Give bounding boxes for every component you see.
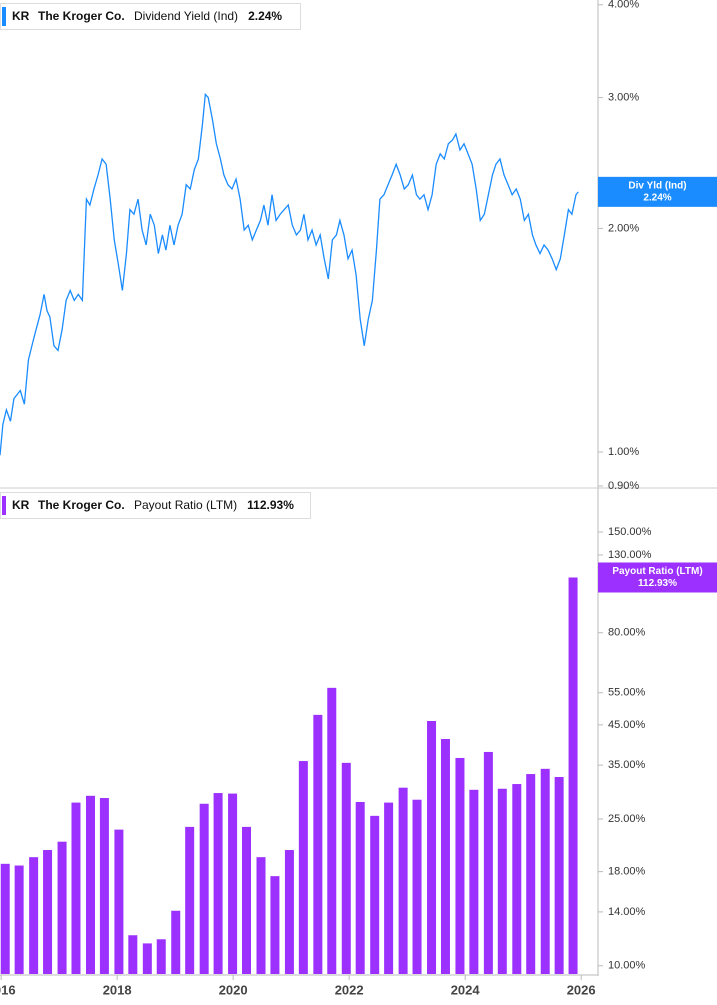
y-tick-label: 45.00% xyxy=(608,719,646,731)
bar xyxy=(554,776,564,974)
legend-box xyxy=(0,492,311,519)
legend-value: 112.93% xyxy=(247,498,294,512)
bar xyxy=(213,793,223,974)
bar xyxy=(427,721,437,974)
y-tick-label: 25.00% xyxy=(608,813,646,825)
bar xyxy=(14,865,24,974)
bar xyxy=(370,815,380,974)
ticker: KR xyxy=(12,498,30,512)
bar xyxy=(327,687,337,974)
bar xyxy=(99,798,109,974)
bar xyxy=(270,876,280,974)
y-tick-label: 2.00% xyxy=(608,222,639,234)
bar xyxy=(228,793,238,974)
bar xyxy=(85,795,95,974)
bar xyxy=(455,757,465,974)
last-value-badge: Payout Ratio (LTM)112.93% xyxy=(598,562,717,593)
bar xyxy=(171,910,181,974)
x-tick-label: 2018 xyxy=(103,982,132,997)
y-tick-label: 1.00% xyxy=(608,446,639,458)
bar xyxy=(199,803,209,974)
bar xyxy=(384,802,394,974)
x-tick-label: 2024 xyxy=(451,982,481,997)
y-tick-label: 3.00% xyxy=(608,92,639,104)
last-value-badge: Div Yld (Ind)2.24% xyxy=(598,176,717,207)
legend-entry: Dividend Yield (Ind) xyxy=(134,9,238,23)
bar xyxy=(398,787,408,974)
legend: KR The Kroger Co. Payout Ratio (LTM) 112.93… xyxy=(0,492,311,519)
bar xyxy=(298,761,308,974)
x-tick-label: 2026 xyxy=(567,982,596,997)
legend-swatch xyxy=(2,496,6,515)
bar xyxy=(142,943,152,974)
bar xyxy=(156,939,166,974)
bar xyxy=(313,714,323,974)
bar xyxy=(128,935,138,974)
legend-box xyxy=(0,3,301,30)
bar xyxy=(242,826,252,974)
y-tick-label: 4.00% xyxy=(608,0,639,11)
bar xyxy=(440,739,450,974)
legend-entry: Payout Ratio (LTM) xyxy=(134,498,237,512)
bar xyxy=(483,751,493,974)
bar xyxy=(29,857,39,974)
company: The Kroger Co. xyxy=(38,498,125,512)
y-tick-label: 0.90% xyxy=(608,480,639,492)
y-tick-label: 10.00% xyxy=(608,960,646,972)
company: The Kroger Co. xyxy=(38,9,125,23)
bar xyxy=(540,768,550,974)
x-tick-label: 2016 xyxy=(0,982,16,997)
y-tick-label: 35.00% xyxy=(608,759,646,771)
bar xyxy=(526,774,536,974)
bar xyxy=(512,784,522,974)
yield-line xyxy=(0,92,579,456)
bar xyxy=(185,826,195,974)
bar xyxy=(284,850,294,974)
badge-value: 112.93% xyxy=(638,578,677,589)
bar xyxy=(256,857,266,974)
ticker: KR xyxy=(12,9,30,23)
x-tick-label: 2022 xyxy=(335,982,364,997)
bar xyxy=(341,762,351,974)
bar xyxy=(568,577,578,974)
badge-box xyxy=(598,176,717,207)
y-tick-label: 80.00% xyxy=(608,627,646,639)
y-tick-label: 150.00% xyxy=(608,526,652,538)
bar xyxy=(497,788,507,974)
bar xyxy=(469,789,479,974)
bar xyxy=(43,850,53,974)
y-tick-label: 55.00% xyxy=(608,687,646,699)
bar xyxy=(412,799,422,974)
bar xyxy=(114,829,124,974)
badge-label: Div Yld (Ind) xyxy=(628,180,686,191)
legend: KR The Kroger Co. Dividend Yield (Ind) 2.24… xyxy=(0,3,301,30)
x-tick-label: 2020 xyxy=(219,982,248,997)
bar xyxy=(57,841,67,974)
badge-label: Payout Ratio (LTM) xyxy=(612,566,702,577)
legend-value: 2.24% xyxy=(248,9,282,23)
bar xyxy=(0,863,10,974)
y-tick-label: 14.00% xyxy=(608,906,646,918)
badge-box xyxy=(598,562,717,593)
y-tick-label: 18.00% xyxy=(608,866,646,878)
y-tick-label: 130.00% xyxy=(608,549,652,561)
legend-swatch xyxy=(2,7,6,26)
bar xyxy=(355,802,365,974)
bar xyxy=(71,802,81,974)
badge-value: 2.24% xyxy=(643,192,671,203)
